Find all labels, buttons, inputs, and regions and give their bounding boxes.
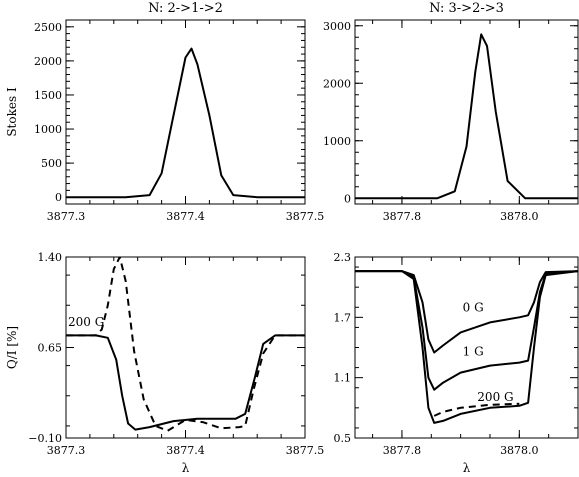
panel-4-x-tick-label: 3878.0 <box>500 444 539 457</box>
panel-3-y-tick-label: 0.65 <box>38 342 63 355</box>
panel-3-x-label: λ <box>182 461 190 475</box>
panel-2-title: N: 3->2->3 <box>429 1 504 16</box>
panel-4-series-2-line <box>355 270 578 391</box>
panel-4-annotation: 0 G <box>463 300 484 314</box>
panel-3-y-tick-label: −0.10 <box>28 432 62 445</box>
panel-1-x-tick-label: 3877.5 <box>286 210 325 223</box>
panel-3-frame <box>65 256 306 439</box>
panel-1-series-1-line <box>66 47 305 199</box>
panel-4-series-1-line <box>355 270 578 354</box>
panel-1-y-tick-label: 1500 <box>34 89 62 102</box>
panel-4-y-tick-label: 0.5 <box>334 432 352 445</box>
panel-3-series-1-line <box>66 334 305 431</box>
panel-2-y-tick-label: 3000 <box>323 20 351 33</box>
panel-1-title: N: 2->1->2 <box>148 1 223 16</box>
panel-3-y-label: Q/I [%] <box>5 326 19 369</box>
panel-2-x-tick-label: 3878.0 <box>500 210 539 223</box>
panel-2-x-tick-label: 3877.8 <box>383 210 422 223</box>
panel-1-y-tick-label: 2500 <box>34 21 62 34</box>
panel-4-y-tick-label: 2.3 <box>334 251 352 264</box>
panel-3-x-tick-label: 3877.5 <box>286 444 325 457</box>
panel-2-y-tick-label: 2000 <box>323 77 351 90</box>
panel-2-frame <box>354 19 579 205</box>
panel-4-x-tick-label: 3877.8 <box>383 444 422 457</box>
panel-2-series-1-line <box>355 33 578 200</box>
panel-1-y-tick-label: 500 <box>41 157 62 170</box>
panel-4-y-tick-label: 1.7 <box>334 311 352 324</box>
panel-4-x-label: λ <box>463 461 471 475</box>
panel-4-series-3-line <box>355 270 578 424</box>
panel-1-y-tick-label: 1000 <box>34 123 62 136</box>
panel-2-y-tick-label: 0 <box>344 192 351 205</box>
panel-1-frame <box>65 19 306 205</box>
panel-1-y-tick-label: 2000 <box>34 55 62 68</box>
panel-3-x-tick-label: 3877.3 <box>47 444 86 457</box>
panel-3-y-tick-label: 1.40 <box>38 251 63 264</box>
panel-4-series-4-line <box>433 402 520 417</box>
panel-1-x-tick-label: 3877.3 <box>47 210 86 223</box>
panel-4-annotation: 1 G <box>463 345 484 359</box>
panel-3-annotation: 200 G <box>68 315 104 329</box>
panel-3-x-tick-label: 3877.4 <box>166 444 205 457</box>
panel-4-y-tick-label: 1.1 <box>334 372 352 385</box>
panel-2-y-tick-label: 1000 <box>323 135 351 148</box>
panel-3-series-2-line <box>66 257 305 432</box>
panel-1-y-tick-label: 0 <box>55 191 62 204</box>
panel-4-annotation: 200 G <box>477 390 513 404</box>
panel-1-x-tick-label: 3877.4 <box>166 210 205 223</box>
panel-1-y-label: Stokes I <box>5 87 19 137</box>
